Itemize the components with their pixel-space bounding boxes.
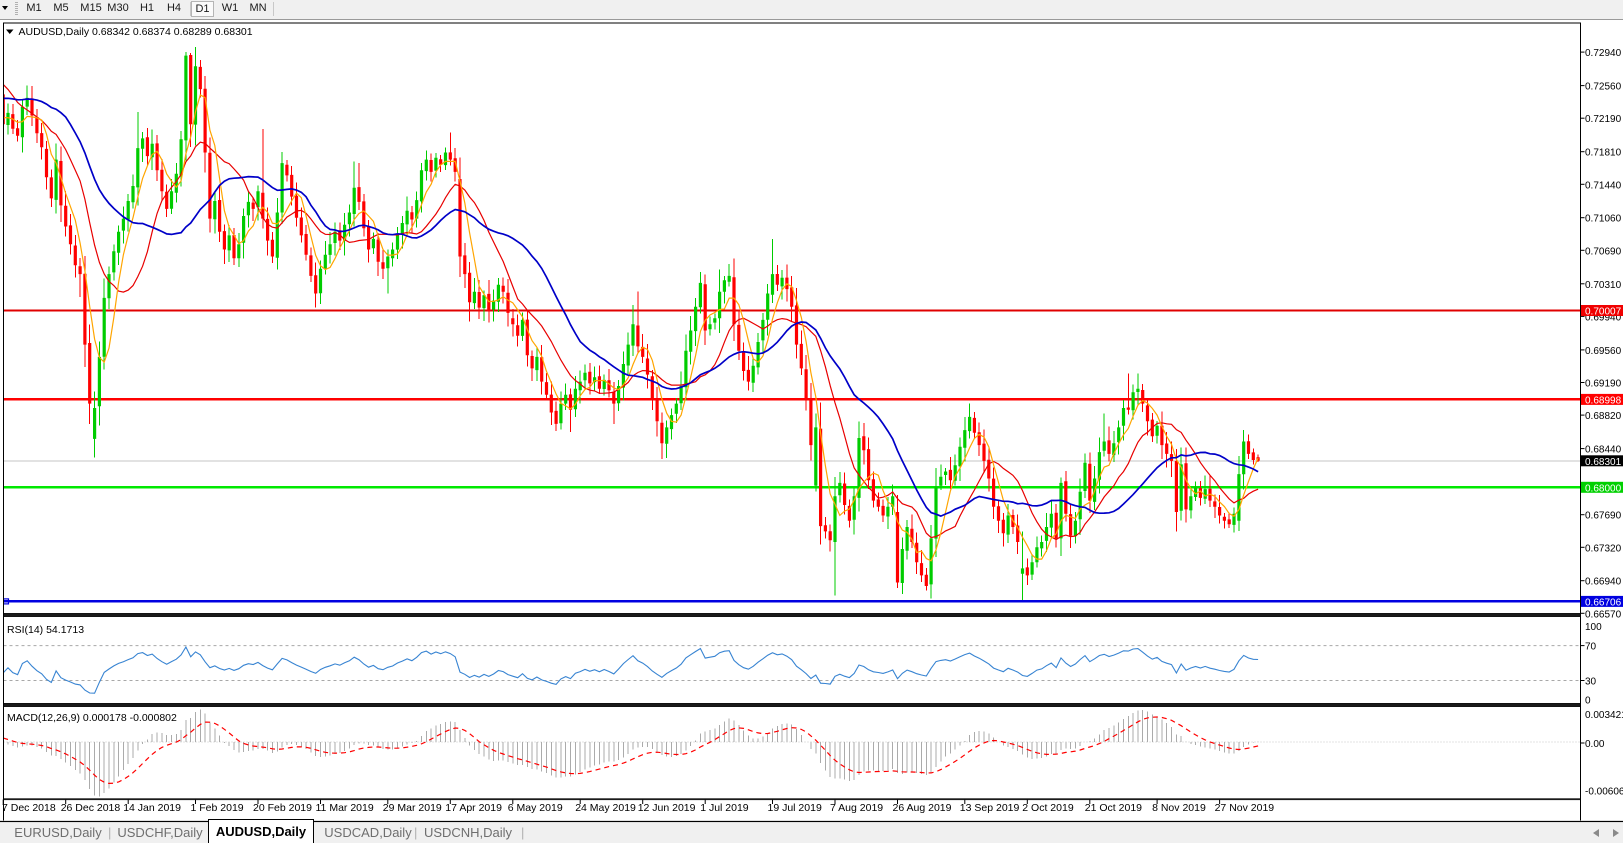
svg-text:100: 100 <box>1585 622 1602 633</box>
svg-text:0.68301: 0.68301 <box>1585 457 1622 468</box>
svg-text:0.70690: 0.70690 <box>1585 246 1622 257</box>
svg-text:0.71060: 0.71060 <box>1585 214 1622 225</box>
svg-text:26 Aug 2019: 26 Aug 2019 <box>893 802 952 814</box>
svg-text:7 Aug 2019: 7 Aug 2019 <box>830 802 883 814</box>
svg-text:MACD(12,26,9) 0.000178 -0.0008: MACD(12,26,9) 0.000178 -0.000802 <box>7 712 177 724</box>
svg-text:0.68000: 0.68000 <box>1585 483 1622 494</box>
svg-text:24 May 2019: 24 May 2019 <box>575 802 636 814</box>
svg-text:1 Jul 2019: 1 Jul 2019 <box>700 802 749 814</box>
svg-text:30: 30 <box>1585 677 1597 688</box>
svg-text:0.69560: 0.69560 <box>1585 346 1622 357</box>
svg-text:14 Jan 2019: 14 Jan 2019 <box>123 802 181 814</box>
svg-text:0.71810: 0.71810 <box>1585 148 1622 159</box>
svg-text:0.67690: 0.67690 <box>1585 511 1622 522</box>
svg-text:29 Mar 2019: 29 Mar 2019 <box>383 802 442 814</box>
svg-text:0.00: 0.00 <box>1585 739 1605 750</box>
svg-text:11 Mar 2019: 11 Mar 2019 <box>316 802 374 814</box>
svg-text:17 Apr 2019: 17 Apr 2019 <box>445 802 502 814</box>
svg-text:0.72190: 0.72190 <box>1585 114 1622 125</box>
svg-text:0.72940: 0.72940 <box>1585 48 1622 59</box>
svg-text:0.71440: 0.71440 <box>1585 180 1622 191</box>
svg-text:6 May 2019: 6 May 2019 <box>508 802 563 814</box>
svg-text:-0.006069: -0.006069 <box>1585 787 1623 798</box>
svg-text:0.70007: 0.70007 <box>1585 307 1622 318</box>
svg-text:0.66706: 0.66706 <box>1585 597 1622 608</box>
svg-text:0.72560: 0.72560 <box>1585 82 1622 93</box>
svg-text:20 Feb 2019: 20 Feb 2019 <box>253 802 312 814</box>
svg-text:0.68998: 0.68998 <box>1585 395 1622 406</box>
svg-text:70: 70 <box>1585 642 1597 653</box>
svg-text:0.68440: 0.68440 <box>1585 445 1622 456</box>
svg-text:21 Oct 2019: 21 Oct 2019 <box>1085 802 1142 814</box>
svg-text:27 Nov 2019: 27 Nov 2019 <box>1215 802 1275 814</box>
svg-text:19 Jul 2019: 19 Jul 2019 <box>768 802 822 814</box>
svg-text:8 Nov 2019: 8 Nov 2019 <box>1152 802 1206 814</box>
svg-text:2 Oct 2019: 2 Oct 2019 <box>1022 802 1074 814</box>
svg-text:0.67320: 0.67320 <box>1585 543 1622 554</box>
svg-text:7 Dec 2018: 7 Dec 2018 <box>2 802 56 814</box>
svg-text:0.66940: 0.66940 <box>1585 577 1622 588</box>
svg-text:0: 0 <box>1585 696 1591 707</box>
svg-text:12 Jun 2019: 12 Jun 2019 <box>638 802 696 814</box>
svg-text:0.66570: 0.66570 <box>1585 609 1622 620</box>
svg-text:0.68820: 0.68820 <box>1585 411 1622 422</box>
svg-text:1 Feb 2019: 1 Feb 2019 <box>191 802 244 814</box>
svg-text:0.69940: 0.69940 <box>1585 312 1622 323</box>
svg-text:0.69190: 0.69190 <box>1585 379 1622 390</box>
svg-text:13 Sep 2019: 13 Sep 2019 <box>960 802 1020 814</box>
svg-text:0.003421: 0.003421 <box>1585 710 1623 721</box>
svg-text:AUDUSD,Daily 0.68342 0.68374: AUDUSD,Daily 0.68342 0.68374 0.68289 0.6… <box>19 26 253 38</box>
svg-text:0.70310: 0.70310 <box>1585 280 1622 291</box>
svg-text:RSI(14) 54.1713: RSI(14) 54.1713 <box>7 624 84 636</box>
svg-text:26 Dec 2018: 26 Dec 2018 <box>61 802 121 814</box>
